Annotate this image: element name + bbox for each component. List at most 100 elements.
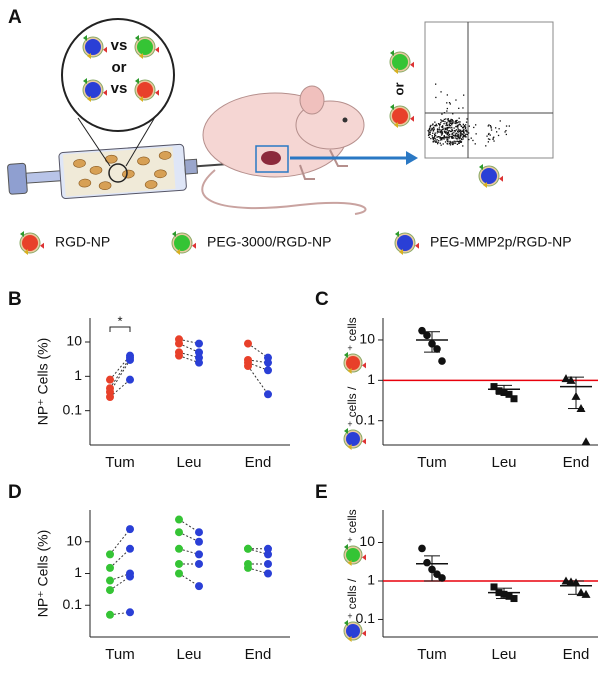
flow-dot [459,133,461,135]
flow-dot [474,143,476,145]
flow-dot [449,103,451,105]
flow-dot [441,130,443,132]
flow-dot [457,131,460,133]
flow-dot [449,133,451,136]
dot [175,544,183,553]
np-ligand [347,444,352,450]
flow-dot [454,135,456,137]
np-ligand [176,249,180,255]
flow-dot [450,142,452,144]
flow-dot [452,141,454,143]
vs-text: vs [111,80,128,97]
flow-dot [447,130,449,132]
flow-dot [492,137,494,139]
flow-dot [428,131,430,134]
flow-dot [436,139,438,141]
x-tick-label: End [563,646,590,663]
flow-dot [447,127,449,129]
y-tick-label: 0.1 [63,596,83,612]
pair-link [247,365,269,395]
flow-dot [447,132,449,134]
flow-dot [460,141,462,143]
flow-dot [456,135,458,138]
np-core [392,108,408,124]
flow-dot [439,137,442,139]
flow-dot [465,129,467,131]
flow-dot [440,91,442,93]
flow-dot [459,140,461,142]
flow-dot [486,135,488,137]
np-ligand [362,554,366,561]
flow-dot [450,118,452,121]
flow-dot [431,128,433,131]
flow-dot [452,134,455,136]
dot [126,375,134,384]
flow-plot [424,21,554,159]
flow-dot [444,131,446,133]
dot [264,366,272,375]
particle [89,165,103,175]
flow-dot [449,140,451,143]
flow-dot [444,121,446,123]
flow-dot [462,129,464,132]
panel-label: B [8,289,22,310]
np-icon [171,231,196,255]
flow-dot [464,127,467,130]
flow-dot [461,133,463,135]
flow-dot [463,94,465,96]
point [561,374,571,383]
flow-dot [451,126,453,129]
flow-dot [427,130,429,132]
flow-dot [462,123,464,125]
flow-dot [442,125,444,127]
flow-dot [441,132,444,134]
flow-dot [446,94,448,96]
flow-dot [489,134,491,136]
point [438,357,446,365]
flow-dot [449,119,451,122]
np-ligand [83,78,87,84]
y-tick-label: 0.1 [356,610,376,626]
arrow-head [406,151,418,165]
flow-dot [466,118,468,120]
legend-label: PEG-MMP2p/RGD-NP [430,234,572,250]
flow-dot [451,124,453,126]
tumor-box [255,145,289,173]
x-tick-label: End [563,454,590,471]
flow-dot [462,145,464,147]
y-axis-label: ⁺ cells / [345,386,359,427]
dot [126,355,134,364]
np-ligand [347,636,352,642]
np-ligand [155,46,159,53]
flow-dot [452,136,454,138]
flow-dot [436,141,438,143]
zoom-line [125,111,159,167]
dot [106,550,114,559]
flow-dot [442,126,444,129]
np-core [174,235,190,251]
flow-dot [468,132,470,134]
flow-dots [427,83,510,147]
flow-dot [456,119,458,122]
x-tick-label: Tum [105,454,134,471]
pair-link [109,355,131,380]
flow-dot [434,138,437,140]
flow-dot [458,135,460,137]
legend-label: PEG-3000/RGD-NP [207,234,331,250]
np-ligand [399,249,403,255]
dot [106,393,114,402]
flow-dot [428,130,430,132]
dot [264,358,272,367]
tail [201,169,367,215]
flow-dot [457,131,459,133]
np-icon [134,35,159,59]
flow-dot [453,140,455,142]
flow-dot [448,123,450,125]
flow-dot [443,130,445,132]
flow-dot [448,124,450,126]
flow-dot [485,145,487,147]
hub [183,158,198,175]
flow-dot [429,125,431,127]
flow-dot [433,140,436,142]
flow-dot [458,107,460,109]
